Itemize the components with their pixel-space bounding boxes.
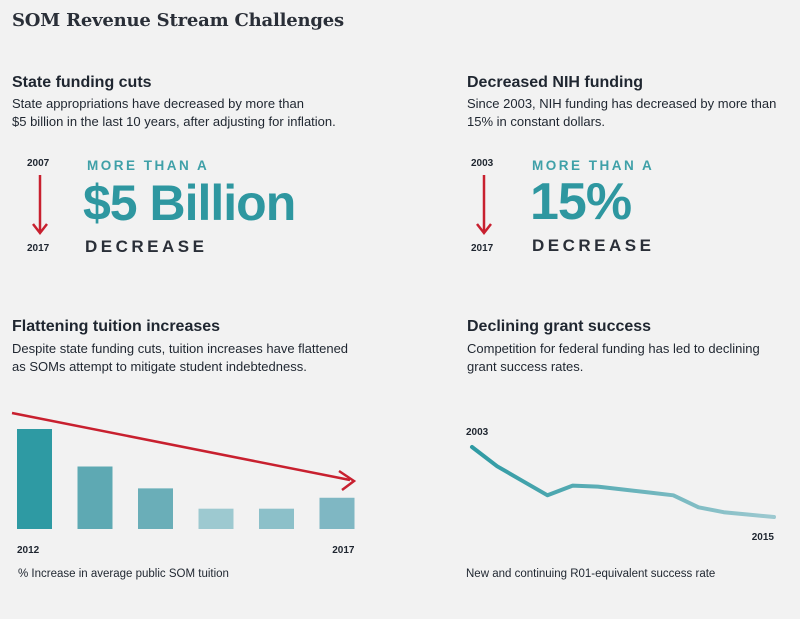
nih-funding-heading: Decreased NIH funding — [467, 74, 644, 91]
nih-year-start: 2003 — [471, 158, 494, 169]
grant-tick-label-end: 2015 — [752, 532, 775, 543]
grant-success-line — [470, 445, 776, 519]
nih-funding-body-line2: 15% in constant dollars. — [467, 114, 606, 129]
grants-caption: New and continuing R01-equivalent succes… — [466, 568, 716, 580]
state-kicker: MORE THAN A — [87, 158, 210, 173]
tuition-bar — [198, 508, 234, 529]
grants-heading: Declining grant success — [467, 318, 652, 335]
state-year-start: 2007 — [27, 158, 50, 169]
tuition-bar — [17, 429, 52, 529]
state-funding-body-line1: State appropriations have decreased by m… — [12, 96, 304, 111]
tuition-body-line2: as SOMs attempt to mitigate student inde… — [12, 359, 307, 374]
page-title: SOM Revenue Stream Challenges — [12, 10, 344, 31]
state-big-value: $5 Billion — [83, 175, 296, 231]
tuition-body-line1: Despite state funding cuts, tuition incr… — [12, 341, 349, 356]
tuition-body: Despite state funding cuts, tuition incr… — [12, 340, 372, 376]
grant-tick-label-start: 2003 — [466, 427, 489, 438]
nih-kicker: MORE THAN A — [532, 158, 655, 173]
grants-body-line1: Competition for federal funding has led … — [467, 341, 760, 356]
tuition-caption: % Increase in average public SOM tuition — [18, 568, 229, 580]
nih-funding-body: Since 2003, NIH funding has decreased by… — [467, 95, 800, 131]
state-funding-body-line2: $5 billion in the last 10 years, after a… — [12, 114, 336, 129]
tuition-bar — [259, 508, 294, 529]
grants-body-line2: grant success rates. — [467, 359, 584, 374]
tuition-tick-label: 2017 — [332, 545, 355, 556]
tuition-bar — [319, 497, 355, 529]
tuition-bar — [77, 466, 113, 529]
tuition-bar — [138, 488, 173, 529]
trend-arrow-icon — [11, 411, 357, 491]
tuition-heading: Flattening tuition increases — [12, 318, 221, 335]
state-funding-body: State appropriations have decreased by m… — [12, 95, 357, 131]
state-year-end: 2017 — [27, 243, 50, 254]
nih-big-value: 15% — [530, 173, 632, 231]
state-funding-heading: State funding cuts — [12, 74, 152, 91]
nih-year-end: 2017 — [471, 243, 494, 254]
nih-funding-body-line1: Since 2003, NIH funding has decreased by… — [467, 96, 777, 111]
nih-decrease-label: DECREASE — [532, 236, 655, 255]
tuition-tick-label: 2012 — [17, 545, 40, 556]
grants-body: Competition for federal funding has led … — [467, 340, 800, 376]
state-decrease-label: DECREASE — [85, 237, 208, 256]
